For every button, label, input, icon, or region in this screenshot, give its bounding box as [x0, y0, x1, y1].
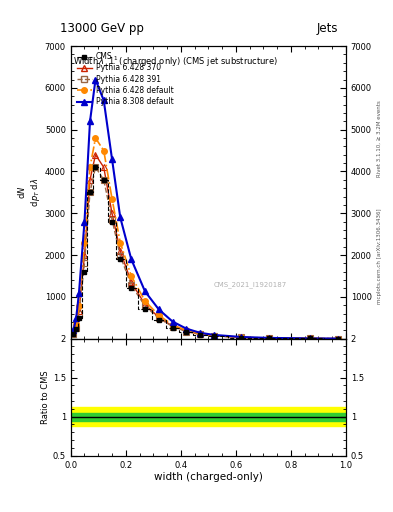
CMS	[129, 285, 134, 291]
CMS	[143, 306, 147, 312]
Text: 13000 GeV pp: 13000 GeV pp	[60, 22, 144, 35]
CMS	[156, 317, 161, 323]
CMS	[101, 177, 106, 183]
CMS	[82, 269, 87, 275]
CMS	[110, 219, 114, 225]
Line: CMS: CMS	[71, 165, 340, 341]
Text: Jets: Jets	[316, 22, 338, 35]
CMS	[266, 335, 271, 341]
CMS	[93, 164, 98, 170]
CMS	[71, 331, 76, 337]
Y-axis label: $\mathrm{d}N$
$\mathrm{d}\,p_T\,\mathrm{d}\,\lambda$: $\mathrm{d}N$ $\mathrm{d}\,p_T\,\mathrm{…	[16, 177, 42, 207]
Y-axis label: Ratio to CMS: Ratio to CMS	[41, 370, 50, 424]
CMS	[118, 256, 123, 262]
Text: mcplots.cern.ch [arXiv:1306.3436]: mcplots.cern.ch [arXiv:1306.3436]	[377, 208, 382, 304]
CMS	[211, 333, 216, 339]
Legend: CMS, Pythia 6.428 370, Pythia 6.428 391, Pythia 6.428 default, Pythia 8.308 defa: CMS, Pythia 6.428 370, Pythia 6.428 391,…	[75, 50, 176, 109]
CMS	[170, 325, 175, 331]
Text: Rivet 3.1.10, ≥ 3.2M events: Rivet 3.1.10, ≥ 3.2M events	[377, 100, 382, 177]
CMS	[335, 335, 340, 342]
CMS	[308, 335, 312, 342]
CMS	[88, 189, 92, 196]
X-axis label: width (charged-only): width (charged-only)	[154, 472, 263, 482]
Text: CMS_2021_I1920187: CMS_2021_I1920187	[214, 281, 287, 288]
CMS	[77, 315, 81, 321]
CMS	[74, 326, 79, 332]
Text: Width$\,\lambda\_1^1\,$(charged only) (CMS jet substructure): Width$\,\lambda\_1^1\,$(charged only) (C…	[73, 55, 278, 69]
CMS	[184, 329, 189, 335]
CMS	[239, 334, 244, 340]
CMS	[198, 332, 202, 338]
